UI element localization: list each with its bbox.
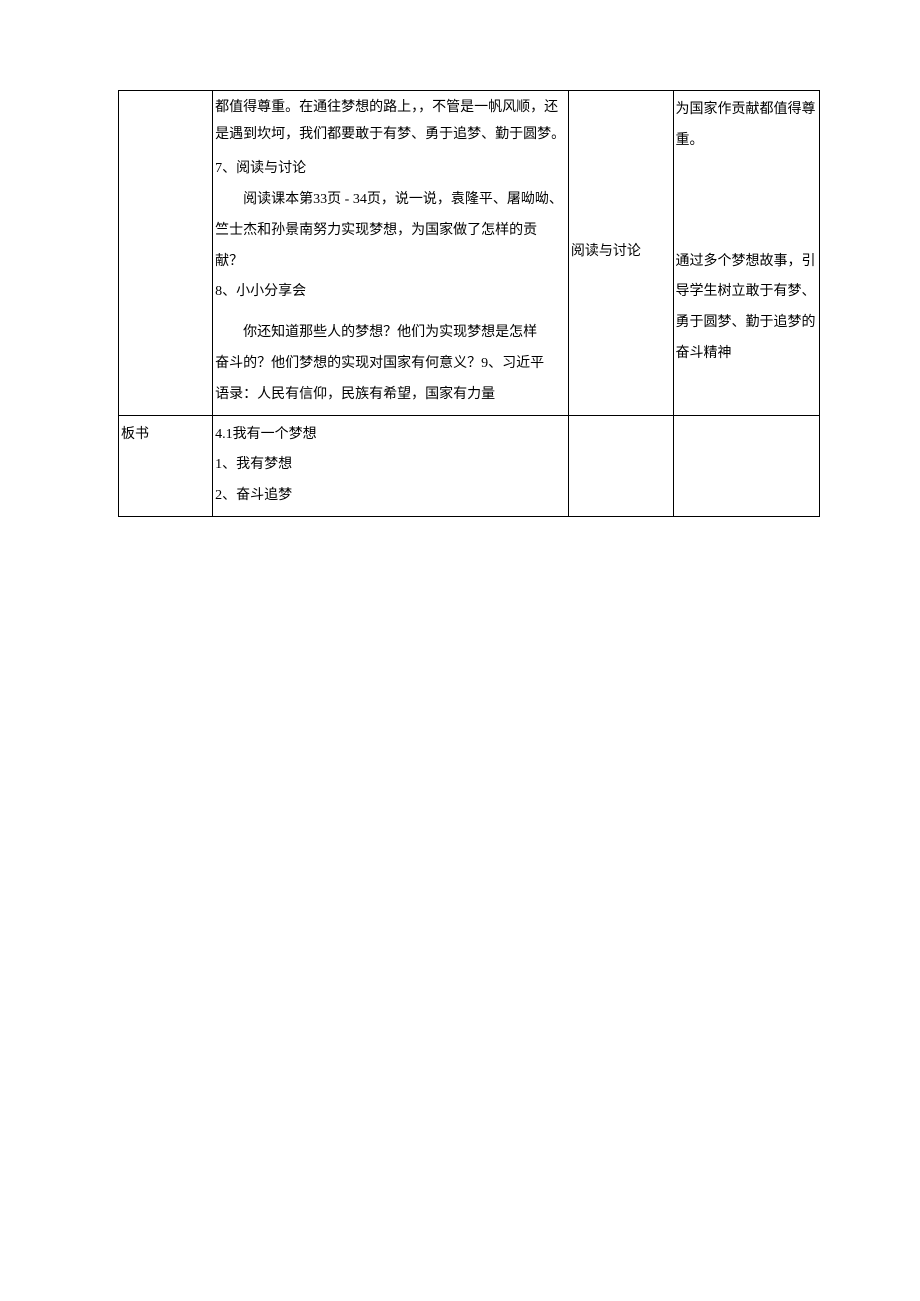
paragraph: 阅读课本第33页 - 34页，说一说，袁隆平、屠呦呦、 (215, 185, 566, 216)
paragraph: 2、奋斗追梦 (215, 481, 566, 512)
paragraph: 4.1我有一个梦想 (215, 420, 566, 451)
paragraph: 1、我有梦想 (215, 450, 566, 481)
cell-content: 都值得尊重。在通往梦想的路上，，不管是一帆风顺，还是遇到坎坷，我们都要敢于有梦、… (213, 91, 569, 416)
paragraph: 都值得尊重。在通往梦想的路上，，不管是一帆风顺，还是遇到坎坷，我们都要敢于有梦、… (215, 95, 566, 148)
table-row: 板书 4.1我有一个梦想 1、我有梦想 2、奋斗追梦 (119, 415, 820, 516)
paragraph: 7、阅读与讨论 (215, 154, 566, 185)
paragraph: 竺士杰和孙景南努力实现梦想，为国家做了怎样的贡 (215, 216, 566, 247)
paragraph: 8、小小分享会 (215, 277, 566, 308)
cell-label: 板书 (119, 415, 213, 516)
cell-note (673, 415, 820, 516)
cell-method (568, 415, 673, 516)
lesson-plan-table: 都值得尊重。在通往梦想的路上，，不管是一帆风顺，还是遇到坎坷，我们都要敢于有梦、… (118, 90, 820, 517)
paragraph: 献？ (215, 247, 566, 278)
cell-method: 阅读与讨论 (568, 91, 673, 416)
cell-note: 为国家作贡献都值得尊重。 通过多个梦想故事，引导学生树立敢于有梦、勇于圆梦、勤于… (673, 91, 820, 416)
paragraph: 通过多个梦想故事，引导学生树立敢于有梦、勇于圆梦、勤于追梦的奋斗精神 (676, 247, 818, 370)
paragraph: 语录：人民有信仰，民族有希望，国家有力量 (215, 380, 566, 411)
paragraph: 奋斗的？他们梦想的实现对国家有何意义？9、习近平 (215, 349, 566, 380)
cell-content: 4.1我有一个梦想 1、我有梦想 2、奋斗追梦 (213, 415, 569, 516)
paragraph: 为国家作贡献都值得尊重。 (676, 95, 818, 157)
cell-label (119, 91, 213, 416)
table-row: 都值得尊重。在通往梦想的路上，，不管是一帆风顺，还是遇到坎坷，我们都要敢于有梦、… (119, 91, 820, 416)
paragraph: 你还知道那些人的梦想？他们为实现梦想是怎样 (215, 318, 566, 349)
